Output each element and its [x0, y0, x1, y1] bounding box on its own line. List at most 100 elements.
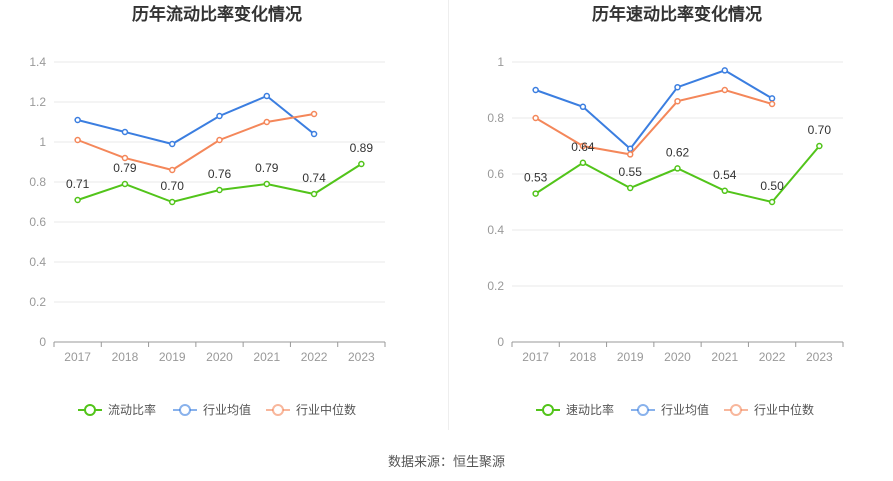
data-point — [721, 67, 729, 74]
data-point — [310, 190, 318, 198]
data-point — [674, 165, 681, 172]
data-point — [310, 110, 318, 118]
data-point — [816, 142, 823, 150]
y-tick-label: 0.8 — [29, 175, 46, 189]
data-point — [168, 140, 176, 148]
legend-label: 流动比率 — [108, 402, 156, 417]
series-line — [535, 69, 773, 151]
y-tick-label: 0.4 — [29, 255, 46, 269]
series-line — [77, 94, 315, 146]
data-point — [721, 187, 729, 195]
data-point — [168, 198, 176, 206]
data-point — [310, 130, 318, 138]
series-line — [535, 88, 773, 156]
data-point — [768, 100, 776, 108]
x-tick-label: 2021 — [711, 350, 738, 364]
legend-label: 行业中位数 — [296, 402, 356, 417]
data-point — [168, 166, 176, 174]
data-point — [674, 83, 681, 91]
legend-swatch-marker — [272, 404, 284, 416]
legend-label: 行业中位数 — [754, 402, 814, 417]
data-point — [121, 154, 129, 162]
data-label: 0.55 — [619, 165, 643, 179]
data-point — [768, 95, 776, 102]
y-tick-label: 1 — [497, 55, 504, 69]
legend-label: 速动比率 — [566, 402, 614, 417]
y-tick-label: 1.4 — [29, 55, 46, 69]
x-tick-label: 2021 — [253, 350, 280, 364]
data-label: 0.62 — [666, 145, 690, 159]
data-point — [532, 190, 539, 197]
x-tick-label: 2019 — [617, 350, 644, 364]
data-point — [216, 186, 223, 194]
data-point — [74, 196, 81, 204]
x-tick-label: 2022 — [301, 350, 328, 364]
data-point — [721, 86, 729, 94]
data-label: 0.89 — [350, 141, 374, 155]
legend-label: 行业均值 — [203, 402, 251, 417]
y-tick-label: 0.2 — [487, 279, 504, 293]
data-label: 0.53 — [524, 171, 548, 185]
data-label: 0.70 — [161, 179, 185, 193]
data-point — [532, 86, 539, 94]
x-tick-label: 2020 — [206, 350, 233, 364]
data-point — [768, 198, 776, 206]
data-point — [74, 136, 81, 144]
data-point — [579, 159, 587, 167]
data-point — [121, 128, 129, 136]
y-tick-label: 1 — [39, 135, 46, 149]
chart-title: 历年速动比率变化情况 — [592, 4, 762, 24]
y-tick-label: 0 — [39, 335, 46, 349]
x-tick-label: 2019 — [159, 350, 186, 364]
x-tick-label: 2023 — [806, 350, 833, 364]
legend-label: 行业均值 — [661, 402, 709, 417]
data-point — [674, 97, 681, 105]
data-point — [216, 112, 223, 120]
y-tick-label: 0.6 — [29, 215, 46, 229]
data-label: 0.79 — [255, 161, 279, 175]
x-tick-label: 2018 — [112, 350, 139, 364]
x-tick-label: 2017 — [64, 350, 91, 364]
data-label: 0.79 — [113, 161, 137, 175]
data-point — [579, 142, 587, 150]
legend-swatch-marker — [84, 404, 96, 416]
y-tick-label: 0.8 — [487, 111, 504, 125]
data-label: 0.54 — [713, 168, 737, 182]
x-tick-label: 2018 — [570, 350, 597, 364]
y-tick-label: 0 — [497, 335, 504, 349]
data-label: 0.71 — [66, 177, 90, 191]
data-label: 0.50 — [760, 179, 784, 193]
data-point — [532, 114, 539, 122]
legend-swatch-marker — [179, 404, 191, 416]
x-tick-label: 2023 — [348, 350, 375, 364]
data-point — [263, 180, 271, 188]
data-point — [263, 118, 271, 126]
data-point — [579, 103, 587, 111]
data-point — [358, 160, 365, 168]
data-point — [263, 92, 271, 100]
data-label: 0.64 — [571, 140, 595, 154]
legend-swatch-marker — [730, 404, 742, 416]
y-tick-label: 0.2 — [29, 295, 46, 309]
x-tick-label: 2022 — [759, 350, 786, 364]
data-point — [626, 151, 634, 158]
y-tick-label: 0.6 — [487, 167, 504, 181]
data-label: 0.70 — [808, 123, 832, 137]
data-point — [121, 180, 129, 188]
data-point — [626, 184, 634, 192]
chart-title: 历年流动比率变化情况 — [132, 4, 302, 24]
series-line — [77, 113, 315, 172]
legend-swatch-marker — [637, 404, 649, 416]
y-tick-label: 1.2 — [29, 95, 46, 109]
data-label: 0.74 — [302, 171, 326, 185]
data-point — [74, 116, 81, 124]
x-tick-label: 2020 — [664, 350, 691, 364]
chart-divider — [448, 0, 449, 430]
x-tick-label: 2017 — [522, 350, 549, 364]
data-point — [626, 145, 634, 153]
data-source-label: 数据来源：恒生聚源 — [387, 454, 505, 469]
y-tick-label: 0.4 — [487, 223, 504, 237]
data-label: 0.76 — [208, 167, 232, 181]
legend-swatch-marker — [542, 404, 554, 416]
